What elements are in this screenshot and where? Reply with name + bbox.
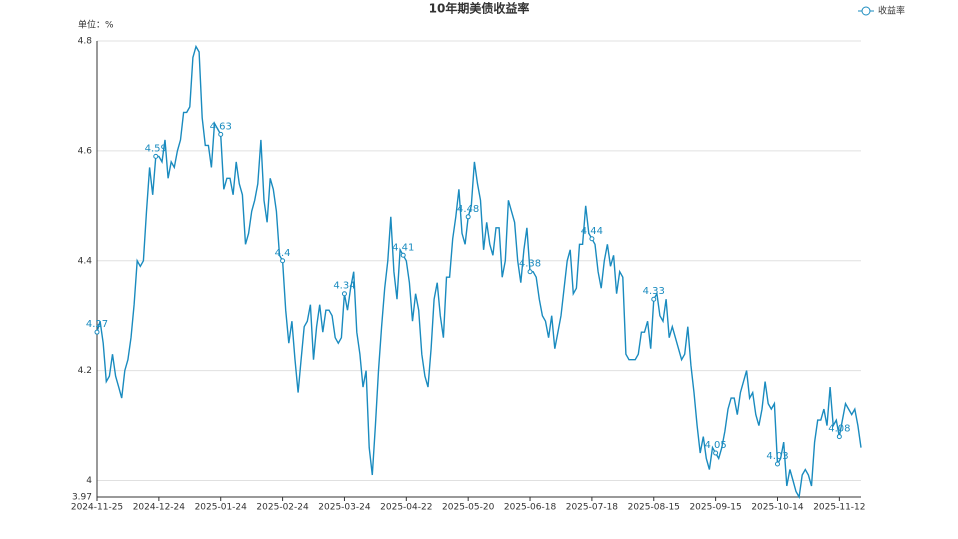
x-tick-label: 2025-01-24: [195, 503, 248, 513]
value-label: 4.27: [86, 319, 108, 330]
value-label: 4.48: [457, 204, 479, 215]
legend-marker: [861, 6, 871, 16]
marker: [400, 252, 406, 258]
y-tick-label: 4.4: [78, 256, 93, 266]
x-tick-label: 2025-07-18: [566, 503, 619, 513]
marker: [774, 461, 780, 467]
marker: [589, 236, 595, 242]
y-tick-label: 4.2: [78, 366, 92, 376]
marker: [651, 296, 657, 302]
x-tick-label: 2025-06-18: [504, 503, 557, 513]
value-label: 4.63: [210, 121, 232, 132]
value-label: 4.4: [275, 248, 291, 259]
marker: [713, 450, 719, 456]
value-label: 4.33: [643, 286, 665, 297]
x-tick-label: 2025-08-15: [628, 503, 680, 513]
value-label: 4.03: [766, 451, 788, 462]
value-label: 4.38: [519, 259, 541, 270]
value-label: 4.34: [333, 281, 355, 292]
y-tick-label: 4.6: [78, 146, 93, 156]
value-label: 4.44: [581, 226, 603, 237]
marker: [465, 214, 471, 220]
marker: [94, 329, 100, 335]
x-tick-label: 2025-11-12: [813, 503, 865, 513]
x-tick-label: 2025-09-15: [689, 503, 741, 513]
chart-title: 10年期美债收益率: [429, 1, 530, 16]
marker: [280, 258, 286, 264]
marker: [836, 434, 842, 440]
line: [96, 44, 862, 500]
x-tick-label: 2025-04-22: [380, 503, 432, 513]
x-tick-label: 2025-05-20: [442, 503, 495, 513]
value-label: 4.41: [392, 242, 414, 253]
legend-label: 收益率: [878, 5, 905, 17]
value-label: 4.08: [828, 424, 850, 435]
unit-label: 单位：%: [78, 19, 114, 31]
x-tick-label: 2025-02-24: [256, 503, 309, 513]
marker: [218, 131, 224, 137]
value-label: 4.05: [704, 440, 726, 451]
marker: [341, 291, 347, 297]
x-tick-label: 2025-10-14: [751, 503, 804, 513]
y-tick-label: 3.97: [72, 493, 92, 503]
marker: [527, 269, 533, 275]
x-tick-label: 2024-11-25: [71, 503, 123, 513]
value-label: 4.59: [145, 143, 167, 154]
marker: [153, 153, 159, 159]
x-tick-label: 2024-12-24: [133, 503, 186, 513]
y-tick-label: 4: [86, 476, 92, 486]
x-tick-label: 2025-03-24: [318, 503, 371, 513]
y-tick-label: 4.8: [78, 37, 93, 47]
